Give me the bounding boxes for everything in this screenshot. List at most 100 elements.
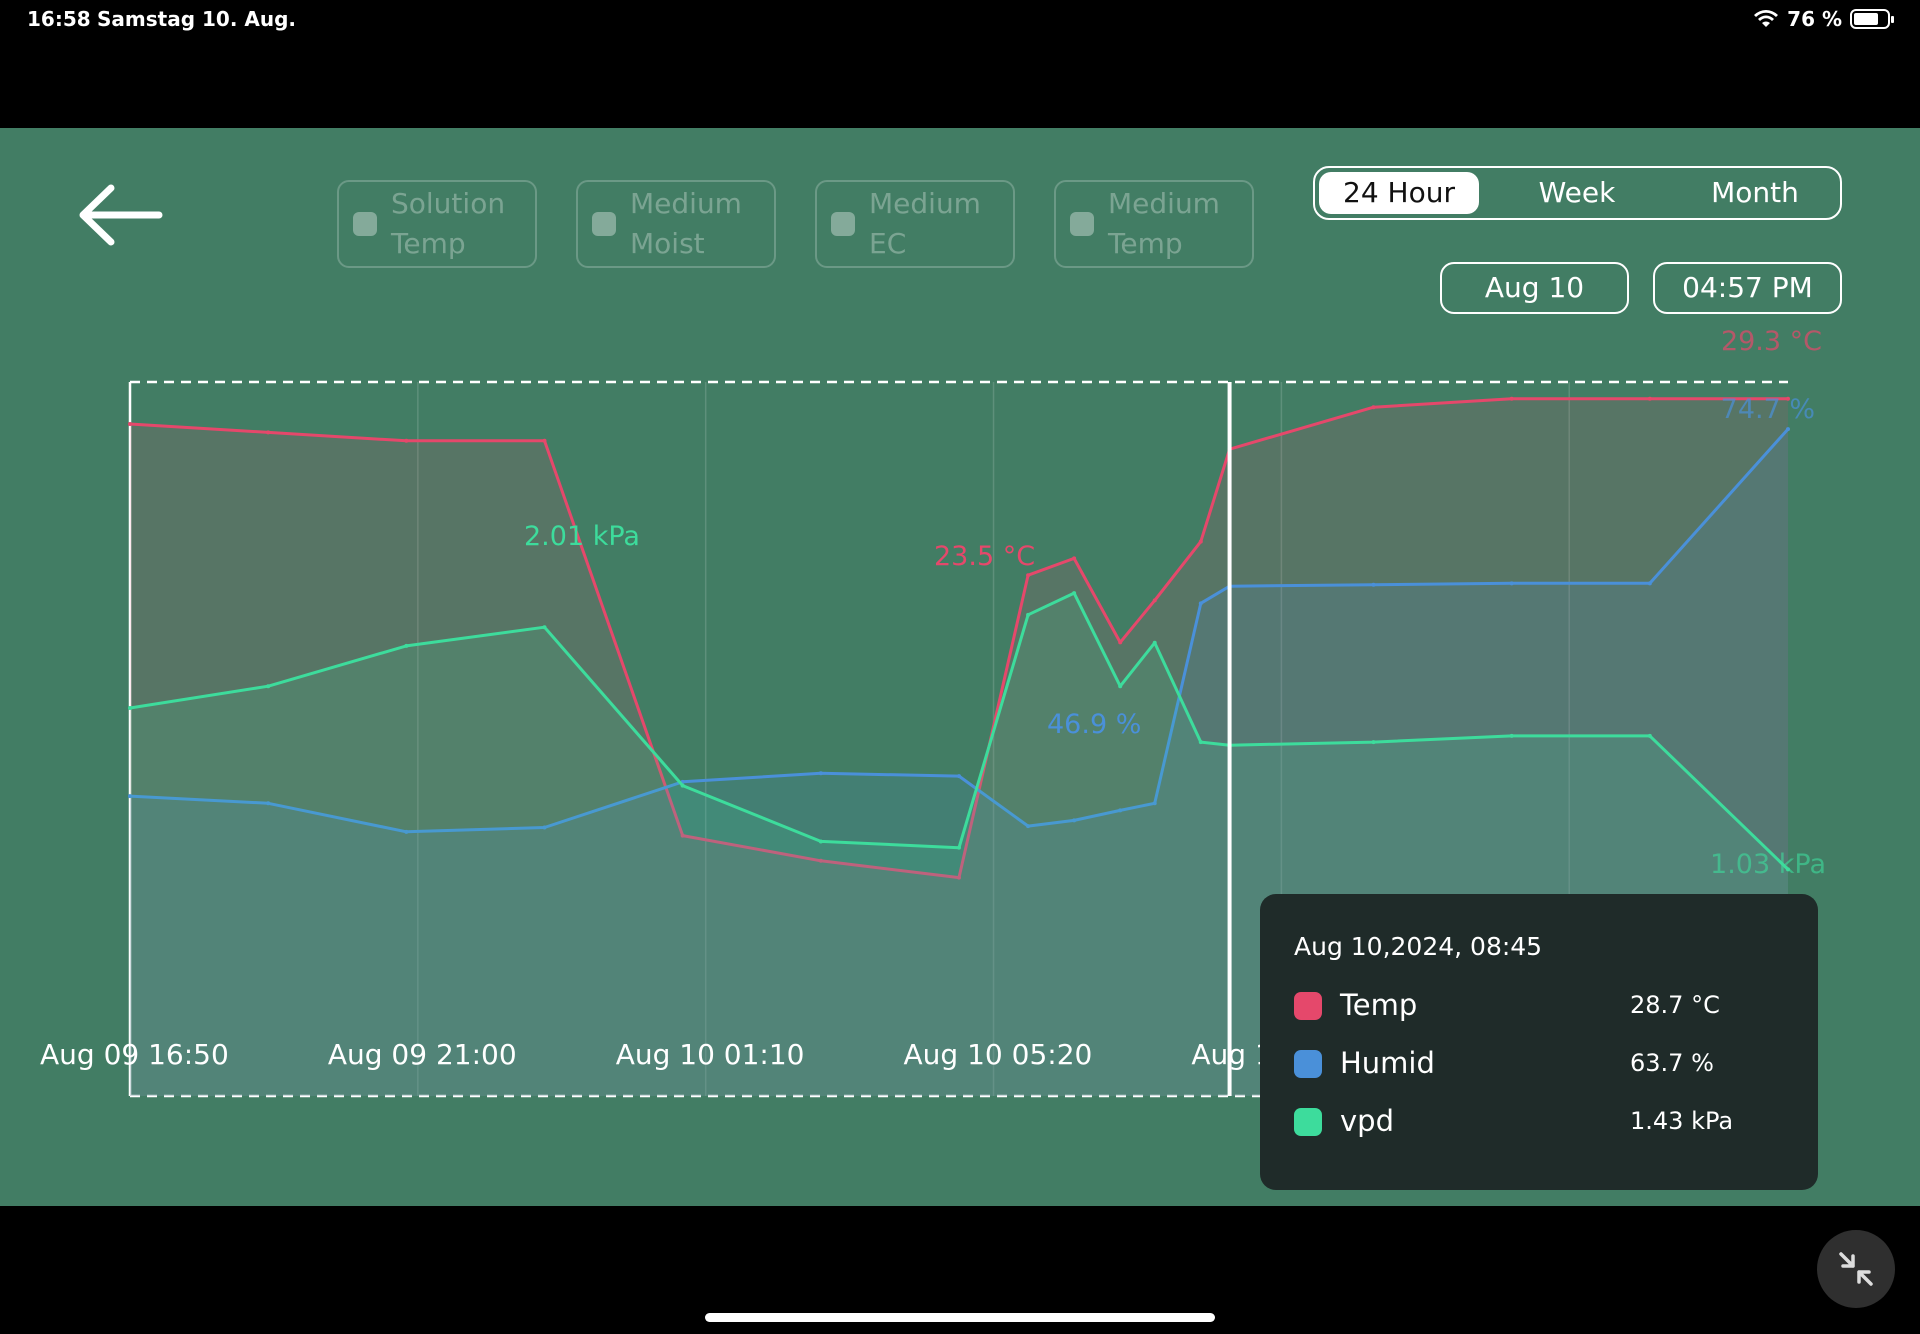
- tooltip-series-name: vpd: [1340, 1104, 1394, 1138]
- temp-point: [1072, 556, 1077, 561]
- tooltip-series-name: Temp: [1340, 988, 1418, 1022]
- vpd-swatch: [1294, 1108, 1322, 1136]
- temp-point: [1647, 396, 1652, 401]
- tooltip-series-value: 1.43 kPa: [1630, 1107, 1734, 1135]
- max-humid-label: 74.7 %: [1721, 394, 1815, 425]
- chip-label: Medium Temp: [1108, 187, 1220, 260]
- temp-swatch: [1294, 992, 1322, 1020]
- vpd-point: [957, 845, 961, 850]
- min-temp-label: 23.5 °C: [934, 541, 1035, 572]
- vpd-point: [128, 705, 132, 710]
- tooltip-series-value: 28.7 °C: [1630, 991, 1720, 1019]
- temp-point: [1509, 396, 1514, 401]
- chip-label: Solution Temp: [391, 187, 506, 260]
- chip-label: Medium EC: [869, 187, 981, 260]
- vpd-point: [1152, 640, 1157, 645]
- range-month[interactable]: Month: [1711, 176, 1799, 209]
- temp-point: [818, 858, 823, 863]
- humid-point: [1786, 427, 1790, 432]
- min-vpd-label: 1.03 kPa: [1710, 849, 1826, 880]
- temp-point: [542, 438, 547, 443]
- humid-point: [1647, 581, 1652, 586]
- chip-checkbox: [1070, 212, 1094, 236]
- humid-point: [404, 829, 409, 834]
- temp-point: [957, 875, 961, 880]
- status-indicators: 76 %: [1753, 7, 1894, 31]
- vpd-point: [1786, 867, 1790, 872]
- status-date: Samstag 10. Aug.: [97, 7, 297, 31]
- chart-tooltip: Aug 10,2024, 08:45 Temp 28.7 °C Humid 63…: [1260, 894, 1818, 1190]
- x-tick-label: Aug 09 21:00: [327, 1038, 517, 1071]
- metric-chips: n Solution Temp Medium Moist Medium EC M…: [245, 180, 1265, 274]
- time-picker[interactable]: 04:57 PM: [1653, 262, 1842, 314]
- vpd-point: [1118, 684, 1123, 689]
- chip-solution-temp[interactable]: Solution Temp: [337, 180, 537, 268]
- date-picker[interactable]: Aug 10: [1440, 262, 1629, 314]
- humid-point: [818, 771, 823, 776]
- humid-point: [957, 774, 961, 779]
- range-week[interactable]: Week: [1538, 176, 1616, 209]
- time-range-toggle: 24 Hour Week Month: [1313, 166, 1842, 220]
- temp-point: [404, 438, 409, 443]
- chart-panel: n Solution Temp Medium Moist Medium EC M…: [0, 128, 1920, 1206]
- humid-point: [1152, 801, 1157, 806]
- humid-point: [1371, 582, 1376, 587]
- chip-medium-ec[interactable]: Medium EC: [815, 180, 1015, 268]
- temp-point: [680, 833, 685, 838]
- temp-point: [1152, 598, 1157, 603]
- temp-point: [1026, 573, 1031, 578]
- collapse-button[interactable]: [1817, 1230, 1895, 1308]
- humid-point: [1026, 824, 1031, 829]
- battery-percent: 76 %: [1787, 7, 1842, 31]
- vpd-point: [1647, 733, 1652, 738]
- range-24-hour[interactable]: 24 Hour: [1319, 172, 1479, 214]
- max-temp-label: 29.3 °C: [1721, 326, 1822, 357]
- temp-point: [266, 430, 271, 435]
- tooltip-title: Aug 10,2024, 08:45: [1294, 932, 1543, 961]
- status-time: 16:58: [27, 7, 91, 31]
- chip-medium-moist[interactable]: Medium Moist: [576, 180, 776, 268]
- chip-medium-temp[interactable]: Medium Temp: [1054, 180, 1254, 268]
- temp-point: [1371, 405, 1376, 410]
- x-tick-label: Aug 10 01:10: [615, 1038, 805, 1071]
- wifi-icon: [1754, 10, 1779, 27]
- tooltip-series-value: 63.7 %: [1630, 1049, 1714, 1077]
- back-arrow-icon[interactable]: [75, 180, 167, 250]
- vpd-point: [404, 643, 409, 648]
- tooltip-row-temp: Temp 28.7 °C: [1294, 986, 1794, 1026]
- chip-checkbox: [353, 212, 377, 236]
- temp-point: [128, 422, 132, 426]
- collapse-icon: [1839, 1252, 1873, 1286]
- vpd-point: [542, 625, 547, 630]
- tooltip-series-name: Humid: [1340, 1046, 1435, 1080]
- humid-point: [1118, 808, 1123, 813]
- tooltip-row-vpd: vpd 1.43 kPa: [1294, 1102, 1794, 1142]
- temp-point: [1198, 539, 1203, 544]
- x-tick-label: Aug 10 05:20: [903, 1038, 1093, 1071]
- chip-checkbox: [592, 212, 616, 236]
- min-humid-label: 46.9 %: [1047, 709, 1141, 740]
- vpd-point: [266, 684, 271, 689]
- vpd-point: [1072, 591, 1077, 596]
- battery-fill: [1854, 13, 1879, 25]
- humid-point: [128, 794, 132, 799]
- tooltip-row-humid: Humid 63.7 %: [1294, 1044, 1794, 1084]
- humid-point: [1198, 601, 1203, 606]
- humid-swatch: [1294, 1050, 1322, 1078]
- vpd-point: [1026, 612, 1031, 617]
- vpd-point: [1371, 740, 1376, 745]
- status-bar: 16:58 Samstag 10. Aug. 76 %: [0, 0, 1920, 40]
- humid-point: [542, 825, 547, 830]
- vpd-point: [680, 783, 685, 788]
- battery-icon: [1850, 9, 1894, 29]
- vpd-point: [1198, 740, 1203, 745]
- max-vpd-label: 2.01 kPa: [524, 521, 640, 552]
- vpd-point: [818, 839, 823, 844]
- vpd-point: [1509, 733, 1514, 738]
- humid-point: [266, 801, 271, 806]
- temp-point: [1786, 396, 1790, 401]
- chip-checkbox: [831, 212, 855, 236]
- x-tick-label: Aug 09 16:50: [40, 1038, 229, 1071]
- home-indicator: [705, 1313, 1215, 1322]
- chip-label: Medium Moist: [630, 187, 742, 260]
